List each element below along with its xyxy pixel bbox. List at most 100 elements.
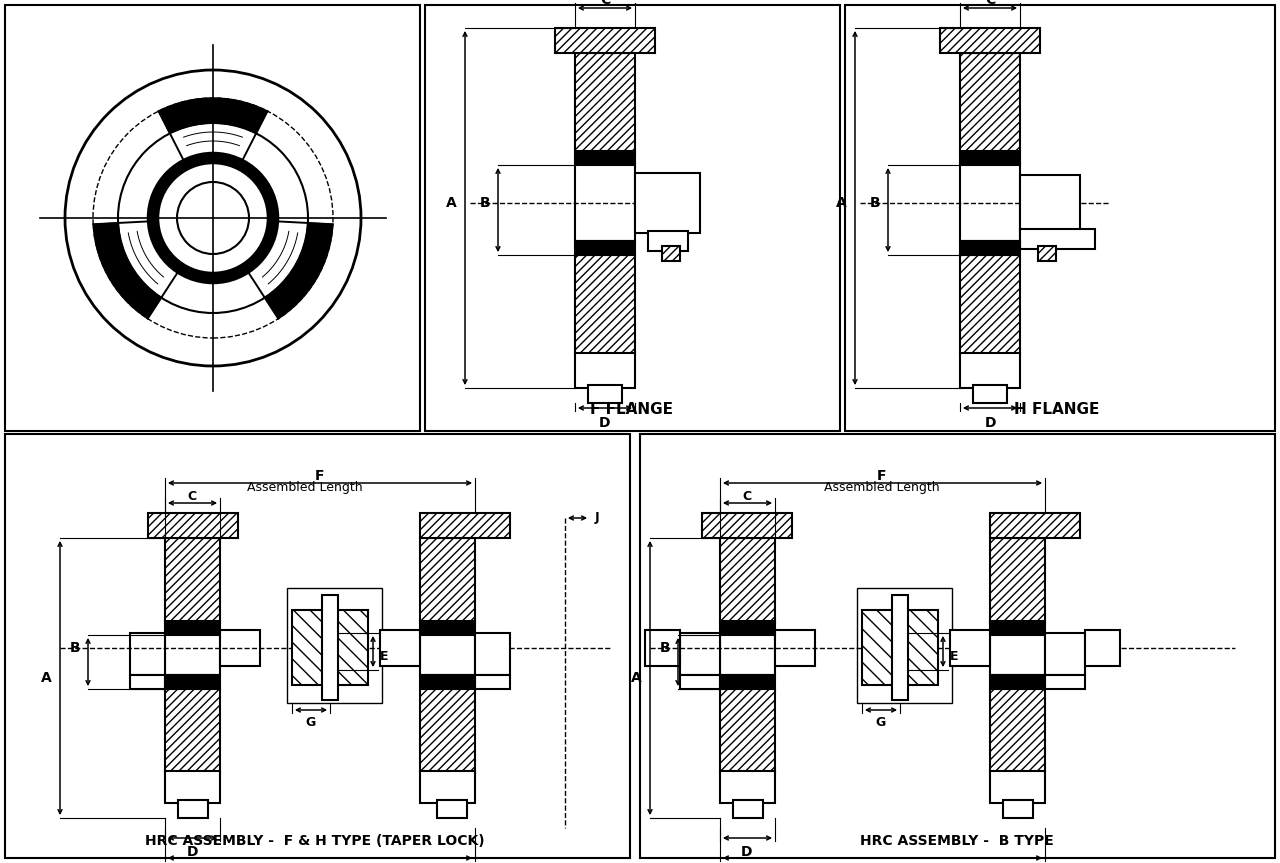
Bar: [648, 231, 689, 251]
Bar: [425, 5, 840, 431]
Bar: [556, 28, 655, 53]
Bar: [989, 621, 1044, 635]
Bar: [640, 434, 1275, 858]
Text: G: G: [306, 716, 316, 729]
Bar: [178, 800, 207, 818]
Bar: [220, 630, 260, 666]
Bar: [575, 353, 635, 388]
Bar: [892, 595, 908, 700]
Bar: [475, 633, 509, 675]
Bar: [1044, 633, 1085, 675]
Bar: [292, 610, 330, 685]
Text: C: C: [984, 0, 995, 7]
Bar: [719, 675, 774, 689]
Bar: [719, 771, 774, 803]
Bar: [420, 688, 475, 773]
Text: E: E: [380, 650, 389, 663]
Bar: [973, 385, 1007, 403]
Bar: [287, 588, 381, 703]
Text: HRC ASSEMBLY -  B TYPE: HRC ASSEMBLY - B TYPE: [860, 834, 1053, 848]
Bar: [989, 513, 1080, 538]
Bar: [719, 621, 774, 635]
Bar: [989, 688, 1044, 773]
Bar: [989, 675, 1044, 689]
Bar: [323, 595, 338, 700]
Bar: [680, 633, 719, 675]
Text: A: A: [631, 671, 643, 685]
Bar: [5, 5, 420, 431]
Bar: [420, 538, 475, 623]
Text: H FLANGE: H FLANGE: [1014, 402, 1100, 418]
Text: G: G: [876, 716, 886, 729]
Bar: [5, 434, 630, 858]
Text: F FLANGE: F FLANGE: [590, 402, 673, 418]
Bar: [165, 633, 220, 675]
Bar: [845, 5, 1275, 431]
Bar: [165, 771, 220, 803]
Bar: [588, 385, 622, 403]
Bar: [858, 588, 952, 703]
Text: F: F: [877, 469, 887, 483]
Bar: [940, 28, 1039, 53]
Bar: [420, 675, 475, 689]
Bar: [733, 800, 763, 818]
Text: C: C: [600, 0, 611, 7]
Bar: [680, 675, 719, 689]
Polygon shape: [93, 223, 161, 318]
Text: A: A: [447, 196, 457, 210]
Text: C: C: [742, 489, 751, 502]
Bar: [701, 513, 792, 538]
Bar: [575, 151, 635, 165]
Bar: [436, 800, 467, 818]
Bar: [719, 633, 774, 675]
Text: E: E: [950, 650, 959, 663]
Bar: [1020, 229, 1094, 249]
Text: C: C: [187, 489, 197, 502]
Bar: [165, 538, 220, 623]
Bar: [575, 163, 635, 241]
Bar: [420, 633, 475, 675]
Bar: [774, 630, 815, 666]
Bar: [148, 513, 238, 538]
Text: D: D: [741, 845, 753, 859]
Bar: [1085, 630, 1120, 666]
Bar: [960, 53, 1020, 153]
Text: D: D: [984, 416, 996, 430]
Text: B: B: [869, 196, 881, 210]
Bar: [960, 255, 1020, 355]
Bar: [662, 246, 680, 261]
Bar: [950, 630, 989, 666]
Bar: [960, 151, 1020, 165]
Bar: [719, 538, 774, 623]
Bar: [960, 163, 1020, 241]
Text: D: D: [187, 845, 197, 859]
Bar: [131, 633, 165, 675]
Bar: [1044, 675, 1085, 689]
Bar: [960, 353, 1020, 388]
Text: HRC ASSEMBLY -  F & H TYPE (TAPER LOCK): HRC ASSEMBLY - F & H TYPE (TAPER LOCK): [145, 834, 485, 848]
Bar: [165, 688, 220, 773]
Text: F: F: [315, 469, 325, 483]
Bar: [1020, 175, 1080, 231]
Bar: [575, 53, 635, 153]
Text: J: J: [595, 512, 599, 525]
Text: D: D: [599, 416, 611, 430]
Text: A: A: [41, 671, 52, 685]
Text: B: B: [69, 641, 79, 655]
Bar: [575, 241, 635, 255]
Bar: [960, 241, 1020, 255]
Bar: [645, 630, 680, 666]
Bar: [165, 621, 220, 635]
Bar: [420, 771, 475, 803]
Bar: [989, 538, 1044, 623]
Bar: [900, 610, 938, 685]
Text: B: B: [659, 641, 669, 655]
Bar: [1038, 246, 1056, 261]
Bar: [989, 771, 1044, 803]
Bar: [861, 610, 900, 685]
Bar: [1004, 800, 1033, 818]
Text: Assembled Length: Assembled Length: [247, 481, 362, 494]
Text: B: B: [480, 196, 490, 210]
Bar: [989, 633, 1044, 675]
Polygon shape: [159, 98, 268, 134]
